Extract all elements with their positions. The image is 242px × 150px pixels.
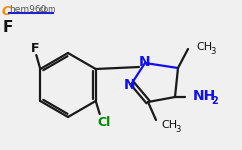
Text: CH: CH xyxy=(196,42,212,52)
Text: Cl: Cl xyxy=(97,117,110,129)
Text: NH: NH xyxy=(193,89,216,103)
Text: F: F xyxy=(31,42,39,54)
Text: .com: .com xyxy=(37,5,55,14)
Text: C: C xyxy=(2,5,11,18)
Text: hem960: hem960 xyxy=(9,5,46,14)
Text: 3: 3 xyxy=(210,48,215,57)
Text: F: F xyxy=(3,20,13,34)
Text: N: N xyxy=(139,55,151,69)
Text: 3: 3 xyxy=(175,126,180,135)
Text: 2: 2 xyxy=(211,96,218,106)
Text: N: N xyxy=(124,78,136,92)
Text: CH: CH xyxy=(161,120,177,130)
